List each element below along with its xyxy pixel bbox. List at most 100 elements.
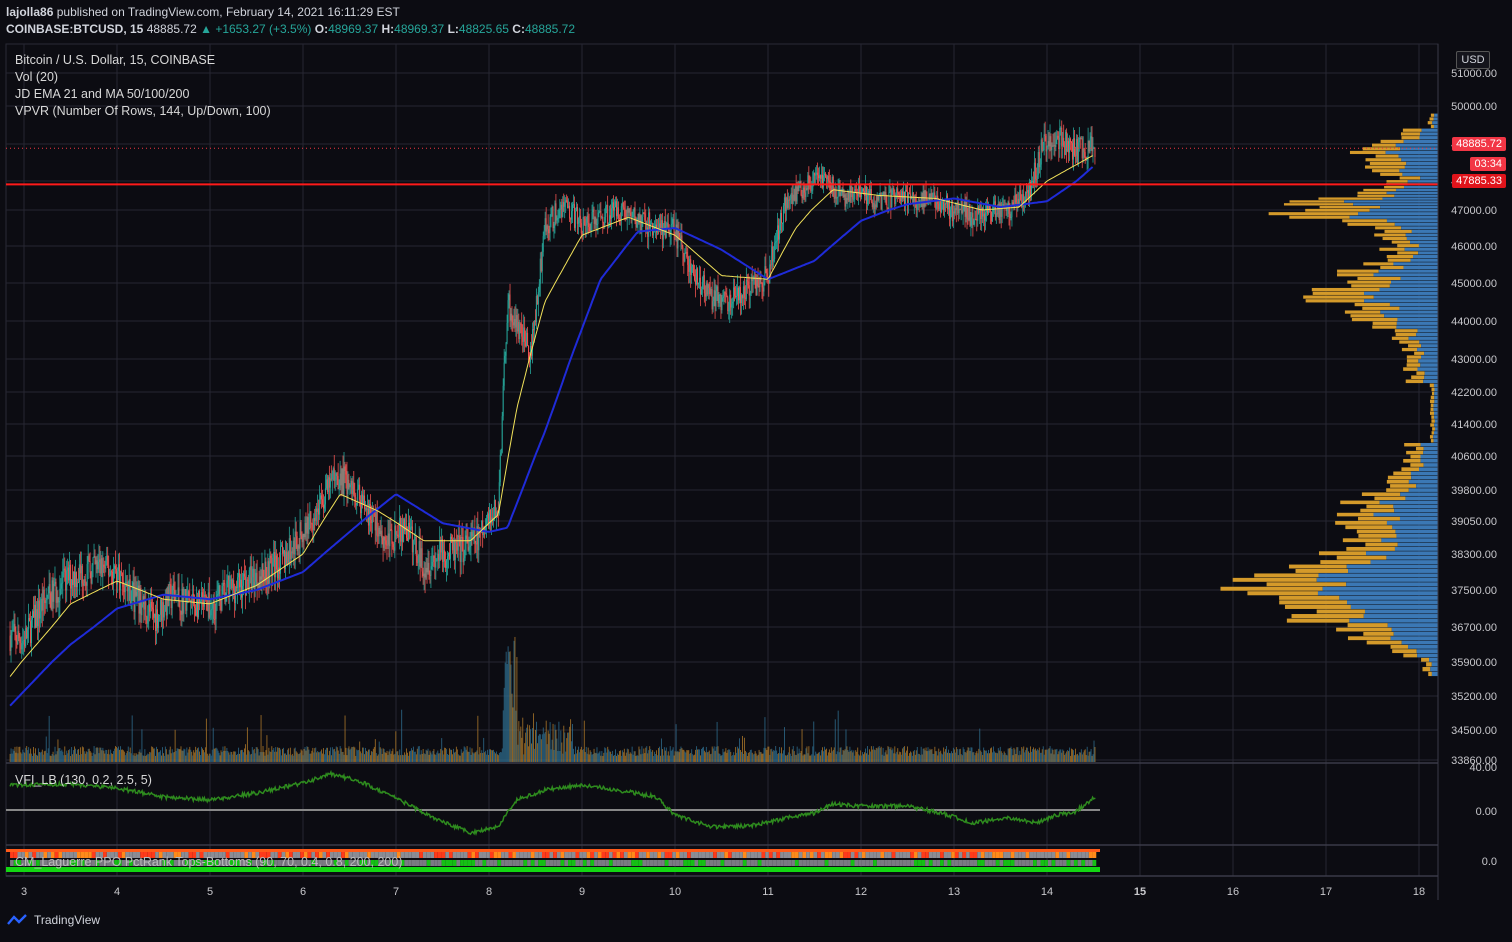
candle-body [604, 216, 606, 227]
volume-bar [817, 753, 819, 762]
candle-body [719, 294, 721, 296]
volume-bar [853, 750, 855, 762]
footer-brand[interactable]: TradingView [6, 913, 100, 927]
volume-bar [318, 752, 320, 762]
volume-bar [97, 747, 99, 762]
volume-bar [111, 753, 113, 762]
vpvr-up-bar [1433, 403, 1438, 407]
volume-bar [896, 751, 898, 762]
volume-bar [793, 751, 795, 762]
volume-bar [65, 754, 67, 762]
laguerre-cell [847, 860, 851, 866]
volume-bar [155, 755, 157, 762]
legend-ema[interactable]: JD EMA 21 and MA 50/100/200 [15, 87, 190, 101]
laguerre-cell [821, 860, 825, 866]
laguerre-cell [765, 852, 769, 858]
laguerre-cell [887, 852, 892, 858]
laguerre-cell [84, 860, 89, 866]
laguerre-cell [635, 860, 639, 866]
volume-bar [535, 721, 537, 762]
laguerre-cell [292, 852, 297, 858]
candle-body [818, 175, 820, 179]
volume-bar [372, 748, 374, 762]
candle-body [684, 253, 686, 262]
volume-bar [142, 755, 144, 762]
laguerre-cell [1073, 860, 1078, 866]
volume-bar [488, 755, 490, 762]
laguerre-cell [742, 852, 747, 858]
volume-bar [245, 754, 247, 762]
volume-bar [521, 737, 523, 762]
candle-body [489, 509, 491, 524]
laguerre-cell [761, 852, 766, 858]
candle-body [885, 191, 887, 205]
laguerre-cell [341, 852, 345, 858]
candle-body [66, 570, 68, 591]
legend-title[interactable]: Bitcoin / U.S. Dollar, 15, COINBASE [15, 53, 216, 67]
volume-bar [34, 753, 35, 762]
currency-button[interactable]: USD [1456, 51, 1490, 69]
candle-body [995, 213, 997, 218]
candle-body [695, 280, 697, 285]
candle-body [86, 563, 88, 586]
laguerre-cell [88, 860, 92, 866]
volume-bar [761, 753, 763, 762]
candle-body [300, 522, 302, 536]
candle-body [81, 565, 83, 584]
laguerre-cell [653, 852, 658, 858]
volume-bar [240, 750, 242, 762]
vpvr-up-bar [1429, 657, 1438, 662]
candle-body [640, 215, 642, 232]
volume-bar [648, 750, 650, 762]
volume-bar [803, 754, 805, 762]
candle-body [466, 535, 468, 539]
candle-body [1054, 145, 1056, 147]
laguerre-cell [1014, 852, 1019, 858]
candle-body [153, 609, 155, 618]
laguerre-cell [274, 860, 278, 866]
volume-bar [388, 751, 390, 762]
candle-body [1042, 150, 1044, 152]
laguerre-cell [289, 860, 293, 866]
volume-bar [673, 755, 675, 762]
volume-bar [612, 750, 614, 762]
vpvr-down-bar [1387, 475, 1412, 480]
volume-bar [292, 755, 294, 762]
laguerre-cell [497, 852, 502, 858]
candle-body [697, 282, 699, 285]
publisher-name[interactable]: lajolla86 [6, 5, 54, 19]
candle-body [909, 193, 911, 200]
candle-body [314, 517, 316, 522]
vpvr-down-bar [1354, 302, 1390, 307]
volume-bar [666, 755, 668, 762]
legend-laguerre[interactable]: CM_Laguerre PPO PctRank Tops-Bottoms (90… [15, 855, 403, 869]
vpvr-up-bar [1405, 496, 1438, 501]
volume-bar [13, 750, 15, 762]
laguerre-cell [54, 852, 59, 858]
volume-bar [45, 736, 47, 762]
volume-bar [578, 752, 580, 762]
volume-bar [64, 746, 66, 762]
volume-bar [445, 747, 447, 762]
legend-vfi[interactable]: VFI_LB (130, 0.2, 2.5, 5) [15, 773, 152, 787]
laguerre-cell [460, 852, 464, 858]
candle-body [736, 295, 738, 297]
candle-body [780, 212, 782, 223]
candle-body [442, 539, 444, 562]
candle-body [29, 618, 31, 622]
legend-vol[interactable]: Vol (20) [15, 70, 59, 84]
laguerre-cell [891, 860, 896, 866]
volume-bar [1014, 749, 1016, 762]
volume-bar [41, 749, 43, 762]
volume-bar [497, 755, 499, 762]
candle-body [56, 596, 58, 603]
candle-body [802, 187, 804, 199]
vpvr-up-bar [1407, 180, 1438, 183]
volume-bar [236, 754, 238, 762]
volume-bar [772, 751, 774, 762]
volume-bar [657, 755, 658, 762]
volume-bar [1043, 754, 1045, 762]
volume-bar [214, 748, 216, 762]
legend-vpvr[interactable]: VPVR (Number Of Rows, 144, Up/Down, 100) [15, 104, 271, 118]
laguerre-cell [809, 860, 814, 866]
